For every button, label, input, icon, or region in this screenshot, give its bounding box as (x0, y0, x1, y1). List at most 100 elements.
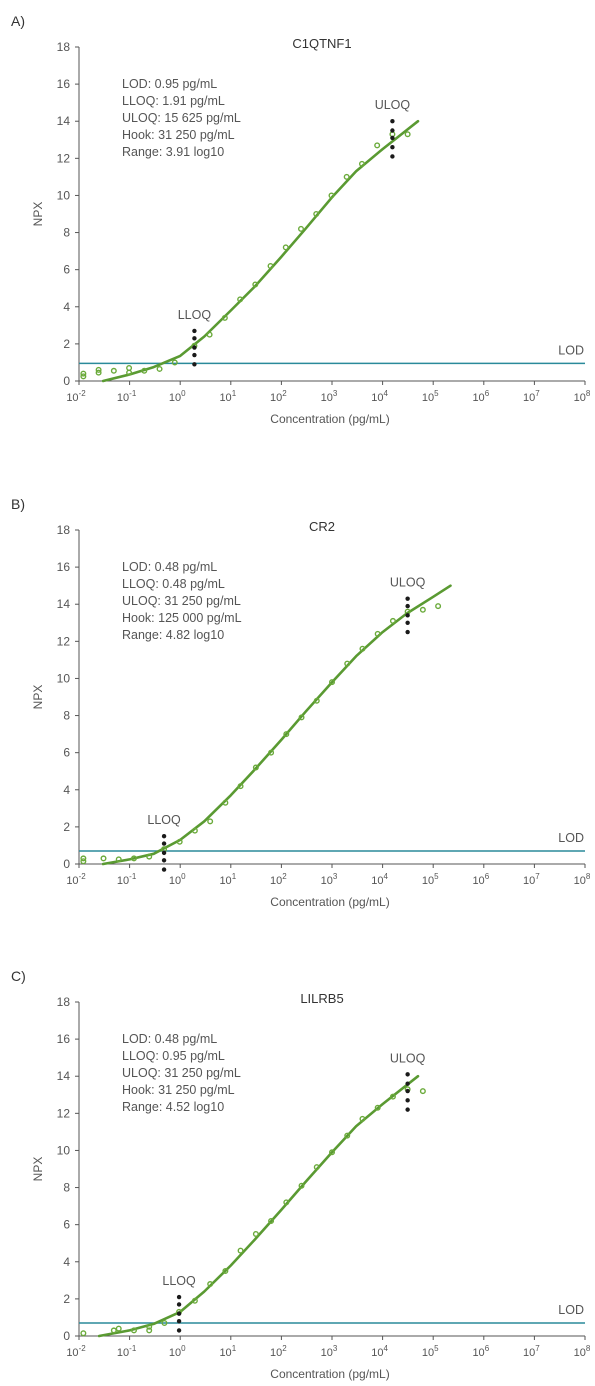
data-point (80, 370, 87, 377)
data-point (100, 855, 107, 862)
lloq-marker-dot (176, 1311, 182, 1316)
x-tick-label: 103 (321, 1344, 338, 1359)
x-tick-label: 104 (371, 1344, 388, 1359)
data-point (126, 369, 133, 376)
x-axis-label: Concentration (pg/mL) (270, 412, 389, 426)
data-point (191, 827, 198, 834)
uloq-label: ULOQ (390, 1051, 426, 1065)
data-point (80, 858, 87, 865)
x-tick-label: 108 (574, 1344, 591, 1359)
x-tick-base: 10 (270, 1347, 282, 1359)
x-tick-base: 10 (574, 392, 586, 404)
x-tick-exponent: 1 (232, 872, 237, 881)
y-tick-label: 4 (63, 1255, 70, 1269)
y-tick-label: 18 (57, 995, 71, 1009)
data-point (298, 1182, 305, 1189)
lloq-marker-dot (161, 850, 167, 856)
y-tick-label: 8 (63, 709, 70, 723)
x-tick-exponent: 5 (434, 1344, 439, 1353)
data-point (110, 367, 117, 374)
y-axis-label: NPX (31, 202, 45, 227)
x-tick-label: 105 (422, 1344, 439, 1359)
stat-line: Range: 3.91 log10 (122, 145, 224, 159)
lloq-marker-dot (161, 833, 167, 839)
uloq-label: ULOQ (375, 98, 411, 112)
data-point (252, 1230, 259, 1237)
data-point (95, 366, 102, 373)
data-point (115, 1325, 122, 1332)
y-tick-label: 14 (57, 114, 71, 128)
x-tick-label: 100 (169, 389, 186, 404)
y-tick-label: 2 (63, 337, 70, 351)
data-point (141, 367, 148, 374)
x-tick-label: 108 (574, 872, 591, 887)
y-tick-label: 8 (63, 1181, 70, 1195)
data-point (146, 1327, 153, 1334)
x-tick-label: 107 (523, 389, 540, 404)
x-tick-base: 10 (321, 392, 333, 404)
panel-label: A) (11, 13, 25, 29)
lloq-marker-dot (161, 867, 167, 872)
x-tick-base: 10 (371, 392, 383, 404)
x-tick-label: 10-1 (117, 872, 137, 887)
uloq-label: ULOQ (390, 576, 426, 590)
x-tick-base: 10 (270, 875, 282, 887)
lloq-marker-dot (176, 1318, 182, 1324)
uloq-marker-dot (405, 613, 410, 618)
data-point (359, 1115, 366, 1122)
x-tick-label: 103 (321, 389, 338, 404)
x-tick-label: 106 (472, 389, 489, 404)
x-axis-label: Concentration (pg/mL) (270, 1367, 389, 1381)
y-tick-label: 12 (57, 634, 71, 648)
x-tick-base: 10 (422, 392, 434, 404)
uloq-marker-dot (390, 135, 395, 141)
y-tick-label: 10 (57, 188, 71, 202)
x-tick-base: 10 (169, 875, 181, 887)
uloq-marker-dot (390, 119, 395, 124)
x-tick-exponent: 0 (181, 872, 186, 881)
data-point (268, 749, 275, 756)
data-point (329, 1149, 336, 1156)
lloq-marker-dot (192, 336, 197, 341)
y-tick-label: 12 (57, 1106, 71, 1120)
y-tick-label: 2 (63, 820, 70, 834)
x-tick-exponent: 3 (333, 389, 338, 398)
y-tick-label: 0 (63, 857, 70, 871)
x-tick-exponent: 3 (333, 872, 338, 881)
x-tick-exponent: 4 (383, 872, 388, 881)
data-point (252, 764, 259, 771)
stat-line: LLOQ: 0.95 pg/mL (122, 1049, 225, 1063)
x-tick-base: 10 (523, 875, 535, 887)
x-tick-base: 10 (270, 392, 282, 404)
fit-curve (101, 584, 452, 866)
uloq-marker-dot (405, 596, 410, 601)
x-tick-base: 10 (66, 392, 78, 404)
uloq-marker-dot (405, 1088, 410, 1094)
data-point (80, 855, 87, 862)
x-tick-label: 104 (371, 872, 388, 887)
stat-line: Range: 4.52 log10 (122, 1100, 224, 1114)
x-tick-base: 10 (422, 1347, 434, 1359)
data-point (95, 369, 102, 376)
data-point (110, 1327, 117, 1334)
x-tick-exponent: 4 (383, 1344, 388, 1353)
lloq-marker-dot (192, 328, 197, 334)
x-tick-exponent: 1 (232, 389, 237, 398)
x-tick-label: 100 (169, 872, 186, 887)
data-point (298, 225, 305, 232)
x-tick-exponent: 6 (485, 1344, 490, 1353)
data-point (343, 173, 350, 180)
x-tick-base: 10 (321, 1347, 333, 1359)
x-tick-label: 103 (321, 872, 338, 887)
x-tick-base: 10 (219, 875, 231, 887)
x-tick-base: 10 (117, 875, 129, 887)
data-point (283, 731, 290, 738)
y-tick-label: 14 (57, 1069, 71, 1083)
data-point (374, 1104, 381, 1111)
x-tick-label: 102 (270, 389, 287, 404)
data-point (344, 660, 351, 667)
data-point (435, 603, 442, 610)
